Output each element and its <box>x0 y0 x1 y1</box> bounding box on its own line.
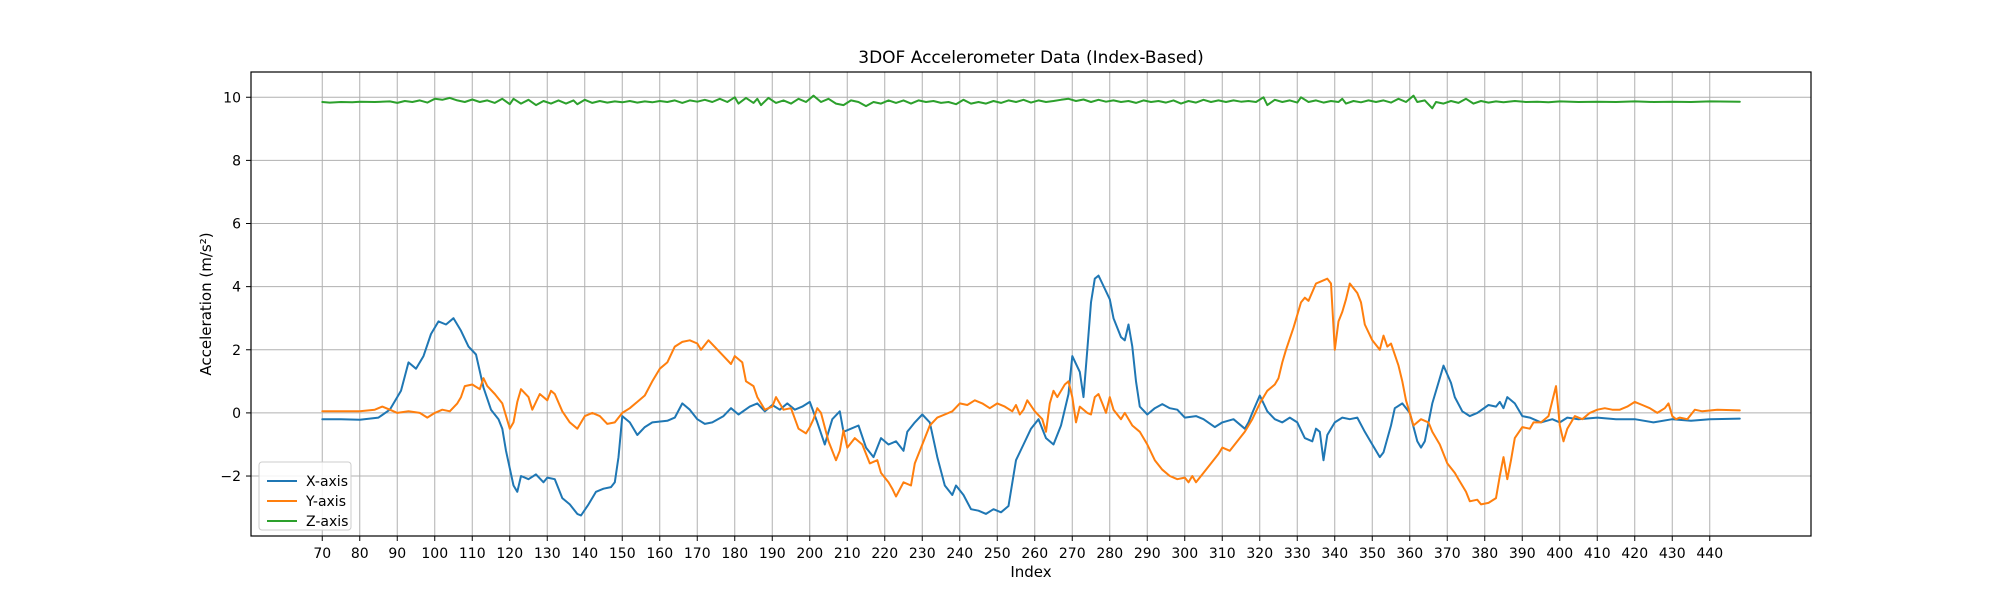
x-tick-label: 240 <box>946 546 973 562</box>
x-tick-label: 310 <box>1209 546 1236 562</box>
x-tick-label: 400 <box>1546 546 1573 562</box>
x-tick-label: 210 <box>834 546 861 562</box>
y-tick-label: 4 <box>232 280 241 296</box>
x-axis-label: Index <box>1010 563 1051 581</box>
x-tick-label: 260 <box>1021 546 1048 562</box>
y-tick-label: 6 <box>232 217 241 233</box>
x-tick-label: 230 <box>909 546 936 562</box>
x-tick-label: 100 <box>421 546 448 562</box>
x-tick-label: 160 <box>646 546 673 562</box>
x-tick-label: 140 <box>571 546 598 562</box>
series-line-x-axis <box>321 274 1741 517</box>
x-tick-label: 330 <box>1284 546 1311 562</box>
x-tick-label: 130 <box>534 546 561 562</box>
x-tick-label: 320 <box>1246 546 1273 562</box>
y-tick-label: 0 <box>232 406 241 422</box>
y-tick-label: −2 <box>220 469 241 485</box>
x-tick-label: 90 <box>388 546 406 562</box>
plot-frame <box>250 71 1812 537</box>
x-tick-label: 180 <box>721 546 748 562</box>
x-tick-label: 110 <box>459 546 486 562</box>
x-tick-label: 300 <box>1171 546 1198 562</box>
x-tick-label: 350 <box>1359 546 1386 562</box>
x-tick-label: 410 <box>1584 546 1611 562</box>
y-axis-label: Acceleration (m/s²) <box>197 232 215 375</box>
legend-box <box>258 461 352 531</box>
series-lines <box>321 94 1741 517</box>
legend-label: Y-axis <box>305 494 346 510</box>
legend-label: X-axis <box>306 474 348 490</box>
x-tick-label: 290 <box>1134 546 1161 562</box>
y-tick-label: 10 <box>223 90 241 106</box>
chart-title: 3DOF Accelerometer Data (Index-Based) <box>858 48 1203 68</box>
y-axis-ticks: −2 0 2 4 6 8 10 <box>220 90 251 485</box>
x-tick-label: 370 <box>1434 546 1461 562</box>
x-tick-label: 270 <box>1059 546 1086 562</box>
x-tick-label: 280 <box>1096 546 1123 562</box>
x-tick-label: 70 <box>313 546 331 562</box>
x-tick-label: 220 <box>871 546 898 562</box>
legend: X-axis Y-axis Z-axis <box>258 461 352 531</box>
x-tick-label: 340 <box>1321 546 1348 562</box>
x-tick-label: 250 <box>984 546 1011 562</box>
x-tick-label: 120 <box>496 546 523 562</box>
x-tick-label: 200 <box>796 546 823 562</box>
x-axis-ticks: 70 80 90 100 110 120 130 140 150 160 170 180 190 200 2… <box>313 536 1723 562</box>
x-tick-label: 80 <box>351 546 369 562</box>
x-tick-label: 420 <box>1621 546 1648 562</box>
series-line-z-axis <box>321 94 1741 110</box>
y-tick-label: 2 <box>232 343 241 359</box>
series-line-y-axis <box>321 277 1741 506</box>
y-tick-label: 8 <box>232 153 241 169</box>
x-tick-label: 360 <box>1396 546 1423 562</box>
x-tick-label: 440 <box>1696 546 1723 562</box>
legend-label: Z-axis <box>306 514 348 530</box>
x-tick-label: 390 <box>1509 546 1536 562</box>
x-tick-label: 190 <box>759 546 786 562</box>
x-tick-label: 380 <box>1471 546 1498 562</box>
x-tick-label: 150 <box>609 546 636 562</box>
grid <box>251 72 1811 536</box>
x-tick-label: 430 <box>1659 546 1686 562</box>
x-tick-label: 170 <box>684 546 711 562</box>
